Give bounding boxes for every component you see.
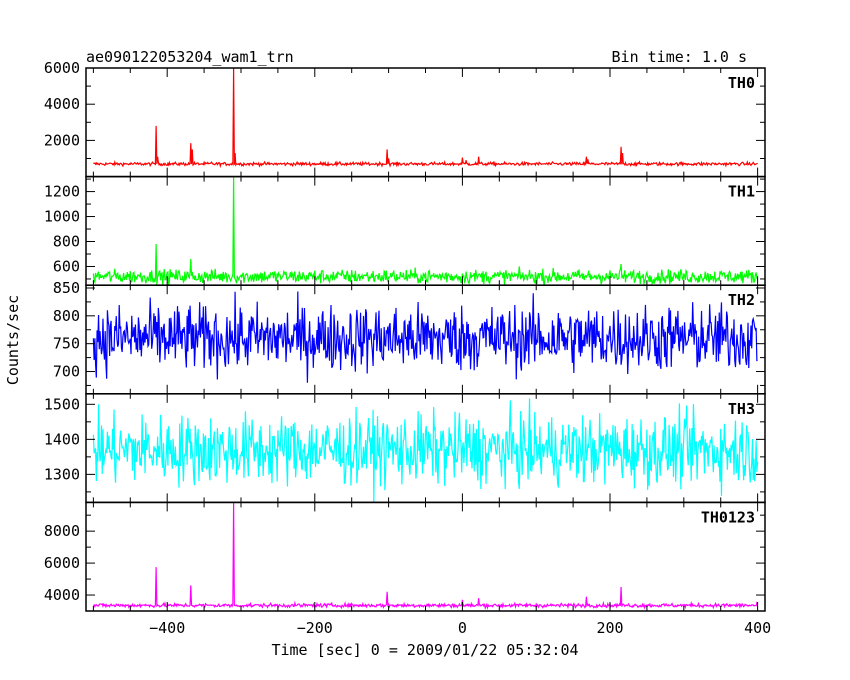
plot-title: ae090122053204_wam1_trn [86,48,294,66]
y-tick-label: 4000 [44,95,80,113]
x-tick-label: 400 [744,619,771,637]
y-tick-label: 850 [53,279,80,297]
panel-th2: 700 750 800 850 TH2 [53,279,766,395]
panel-th0: 2000 4000 6000 TH0 [44,59,766,178]
x-tick-label: −400 [149,619,185,637]
panel-name: TH3 [728,400,755,418]
x-axis-label: Time [sec] 0 = 2009/01/22 05:32:04 [271,641,578,659]
y-tick-label: 1000 [44,208,80,226]
panel-frame [85,67,766,178]
y-tick-label: 1300 [44,465,80,483]
y-tick-label: 6000 [44,59,80,77]
y-axis-label: Counts/sec [4,295,22,385]
series-line-th0123 [92,502,759,611]
panel-th3: 1300 1400 1500 TH3 [44,393,766,504]
y-tick-label: 6000 [44,554,80,572]
y-tick-label: 750 [53,335,80,353]
x-tick-label: 200 [596,619,623,637]
panel-name: TH0 [728,74,755,92]
y-tick-label: 2000 [44,131,80,149]
y-tick-label: 800 [53,233,80,251]
panel-th0123: 4000 6000 8000 TH0123 [44,501,766,612]
y-tick-label: 700 [53,363,80,381]
panel-frame [85,501,766,612]
panel-th1: 600 800 1000 1200 TH1 [44,175,766,286]
y-tick-label: 800 [53,307,80,325]
series-line-th3 [92,398,759,502]
y-tick-label: 1500 [44,395,80,413]
y-tick-label: 1200 [44,183,80,201]
series-line-th1 [92,176,759,286]
x-tick-label: −200 [297,619,333,637]
panel-frame [85,175,766,286]
x-tick-label: 0 [458,619,467,637]
y-tick-label: 1400 [44,430,80,448]
panel-name: TH2 [728,291,755,309]
series-line-th0 [93,67,758,169]
panel-name: TH1 [728,183,755,201]
series-line-th2 [92,291,758,383]
y-tick-label: 600 [53,257,80,275]
y-tick-label: 8000 [44,522,80,540]
panel-name: TH0123 [701,508,755,526]
bin-time-label: Bin time: 1.0 s [612,48,747,66]
y-tick-label: 4000 [44,586,80,604]
